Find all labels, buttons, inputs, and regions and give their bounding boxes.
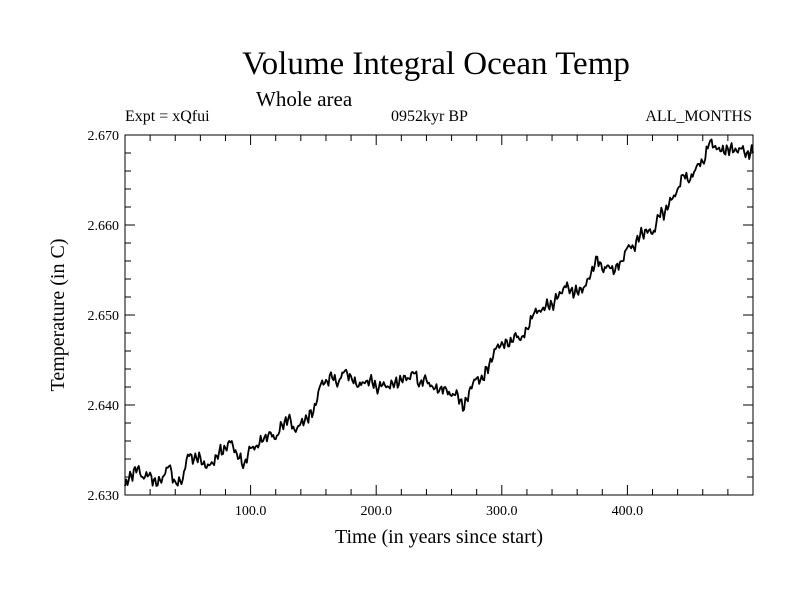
months-label: ALL_MONTHS	[645, 108, 752, 125]
axis-tick-labels: 100.0 200.0 300.0 400.0 2.630 2.640 2.650 2.660…	[88, 129, 644, 519]
x-axis-label: Time (in years since start)	[334, 526, 544, 548]
y-tick-label: 2.640	[88, 399, 120, 414]
y-tick-label: 2.670	[88, 129, 120, 144]
x-tick-label: 200.0	[360, 504, 392, 519]
x-tick-label: 300.0	[486, 504, 518, 519]
chart-subtitle: Whole area	[256, 87, 353, 111]
y-axis-label: Temperature (in C)	[47, 238, 69, 392]
axis-ticks	[125, 135, 753, 495]
x-tick-label: 100.0	[235, 504, 267, 519]
y-tick-label: 2.630	[88, 489, 120, 504]
experiment-label: Expt = xQfui	[125, 108, 210, 125]
period-label: 0952kyr BP	[391, 108, 468, 125]
y-tick-label: 2.650	[88, 309, 120, 324]
x-tick-label: 400.0	[612, 504, 644, 519]
chart-title: Volume Integral Ocean Temp	[242, 46, 630, 82]
plot-frame	[124, 134, 754, 496]
series-line	[124, 138, 754, 487]
y-tick-label: 2.660	[88, 219, 120, 234]
